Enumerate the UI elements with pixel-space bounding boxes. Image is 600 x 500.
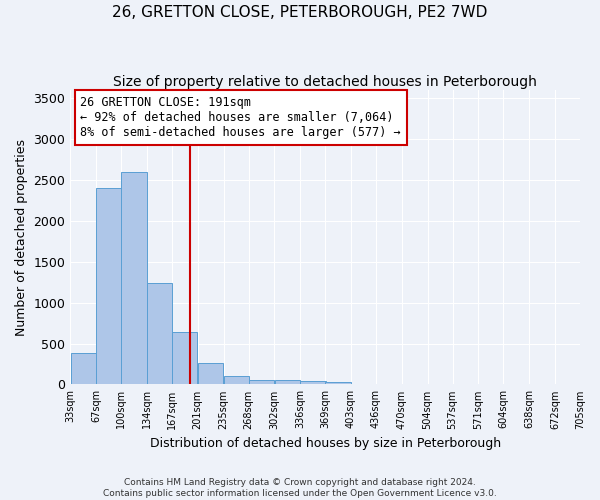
Bar [172, 332, 197, 384]
Bar [325, 382, 350, 384]
Text: Contains HM Land Registry data © Crown copyright and database right 2024.
Contai: Contains HM Land Registry data © Crown c… [103, 478, 497, 498]
X-axis label: Distribution of detached houses by size in Peterborough: Distribution of detached houses by size … [149, 437, 501, 450]
Text: 26 GRETTON CLOSE: 191sqm
← 92% of detached houses are smaller (7,064)
8% of semi: 26 GRETTON CLOSE: 191sqm ← 92% of detach… [80, 96, 401, 139]
Bar [275, 380, 300, 384]
Text: 26, GRETTON CLOSE, PETERBOROUGH, PE2 7WD: 26, GRETTON CLOSE, PETERBOROUGH, PE2 7WD [112, 5, 488, 20]
Y-axis label: Number of detached properties: Number of detached properties [15, 139, 28, 336]
Bar [97, 188, 122, 384]
Bar [147, 283, 172, 384]
Title: Size of property relative to detached houses in Peterborough: Size of property relative to detached ho… [113, 75, 537, 89]
Bar [121, 172, 146, 384]
Bar [198, 363, 223, 384]
Bar [249, 380, 274, 384]
Bar [71, 354, 96, 384]
Bar [224, 376, 249, 384]
Bar [301, 381, 326, 384]
